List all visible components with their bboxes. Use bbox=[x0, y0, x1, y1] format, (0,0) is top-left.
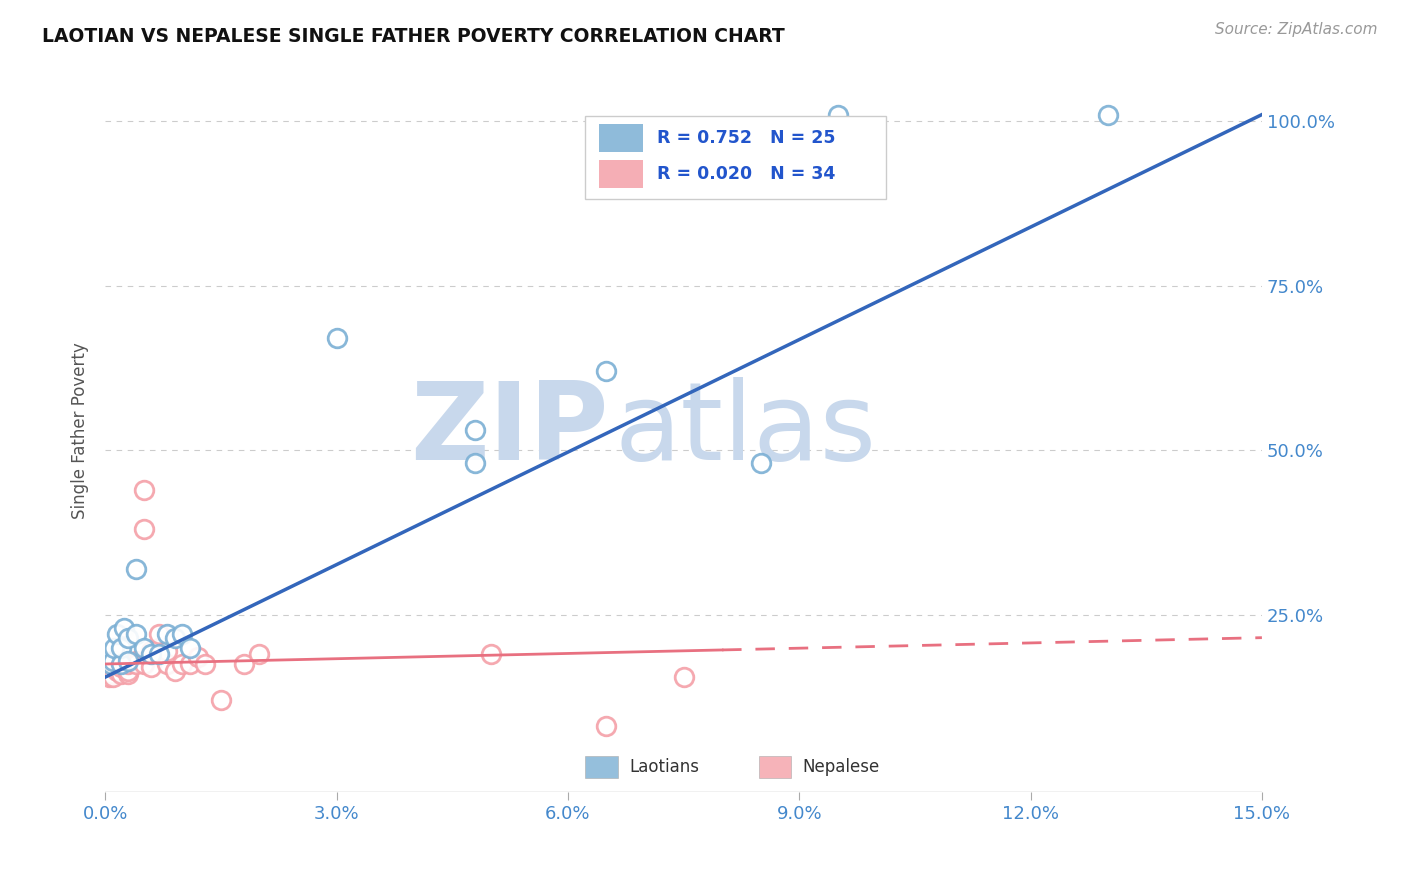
Point bbox=[141, 644, 163, 658]
FancyBboxPatch shape bbox=[585, 116, 886, 199]
Point bbox=[105, 664, 128, 678]
Text: ZIP: ZIP bbox=[411, 377, 609, 483]
Bar bbox=[759, 756, 792, 778]
Point bbox=[132, 483, 155, 497]
Point bbox=[132, 640, 155, 655]
Bar bbox=[585, 756, 617, 778]
Point bbox=[325, 331, 347, 345]
Point bbox=[125, 627, 148, 641]
Point bbox=[179, 640, 201, 655]
Point bbox=[141, 647, 163, 661]
Point bbox=[172, 657, 194, 671]
Point bbox=[156, 644, 179, 658]
Point bbox=[103, 640, 125, 655]
Point bbox=[148, 640, 170, 655]
Point bbox=[110, 640, 132, 655]
Point bbox=[148, 647, 170, 661]
Point bbox=[125, 657, 148, 671]
Point bbox=[595, 364, 617, 378]
Point bbox=[148, 627, 170, 641]
Point bbox=[672, 670, 695, 684]
Point bbox=[110, 660, 132, 674]
Point bbox=[114, 621, 136, 635]
Point bbox=[156, 657, 179, 671]
Point bbox=[749, 456, 772, 470]
Point bbox=[163, 631, 186, 645]
Point bbox=[233, 657, 256, 671]
Point bbox=[249, 647, 271, 661]
Point bbox=[172, 627, 194, 641]
Point bbox=[464, 424, 486, 438]
Point bbox=[148, 647, 170, 661]
Text: Source: ZipAtlas.com: Source: ZipAtlas.com bbox=[1215, 22, 1378, 37]
Point bbox=[163, 664, 186, 678]
Point bbox=[101, 654, 124, 668]
Bar bbox=[599, 124, 643, 152]
Point bbox=[110, 657, 132, 671]
Point bbox=[464, 456, 486, 470]
Point bbox=[100, 657, 122, 671]
Point bbox=[105, 627, 128, 641]
Y-axis label: Single Father Poverty: Single Father Poverty bbox=[72, 342, 89, 519]
Text: Nepalese: Nepalese bbox=[803, 758, 880, 776]
Point bbox=[117, 664, 139, 678]
Text: R = 0.020   N = 34: R = 0.020 N = 34 bbox=[657, 165, 835, 183]
Point bbox=[117, 654, 139, 668]
Point bbox=[125, 561, 148, 575]
Point bbox=[827, 107, 849, 121]
Point bbox=[179, 657, 201, 671]
Text: atlas: atlas bbox=[614, 377, 876, 483]
Point bbox=[125, 654, 148, 668]
Point bbox=[110, 657, 132, 671]
Text: R = 0.752   N = 25: R = 0.752 N = 25 bbox=[657, 129, 835, 147]
Point bbox=[156, 627, 179, 641]
Point bbox=[132, 522, 155, 536]
Text: LAOTIAN VS NEPALESE SINGLE FATHER POVERTY CORRELATION CHART: LAOTIAN VS NEPALESE SINGLE FATHER POVERT… bbox=[42, 27, 785, 45]
Point bbox=[110, 666, 132, 681]
Point bbox=[132, 657, 155, 671]
Point bbox=[117, 666, 139, 681]
Point bbox=[141, 660, 163, 674]
Point bbox=[101, 657, 124, 671]
Point bbox=[98, 670, 121, 684]
Point bbox=[100, 666, 122, 681]
Point bbox=[1097, 107, 1119, 121]
Point bbox=[479, 647, 502, 661]
Point bbox=[117, 631, 139, 645]
Bar bbox=[599, 161, 643, 188]
Text: Laotians: Laotians bbox=[630, 758, 699, 776]
Point bbox=[187, 650, 209, 665]
Point bbox=[194, 657, 217, 671]
Point bbox=[595, 719, 617, 733]
Point bbox=[117, 657, 139, 671]
Point bbox=[209, 693, 232, 707]
Point bbox=[101, 670, 124, 684]
